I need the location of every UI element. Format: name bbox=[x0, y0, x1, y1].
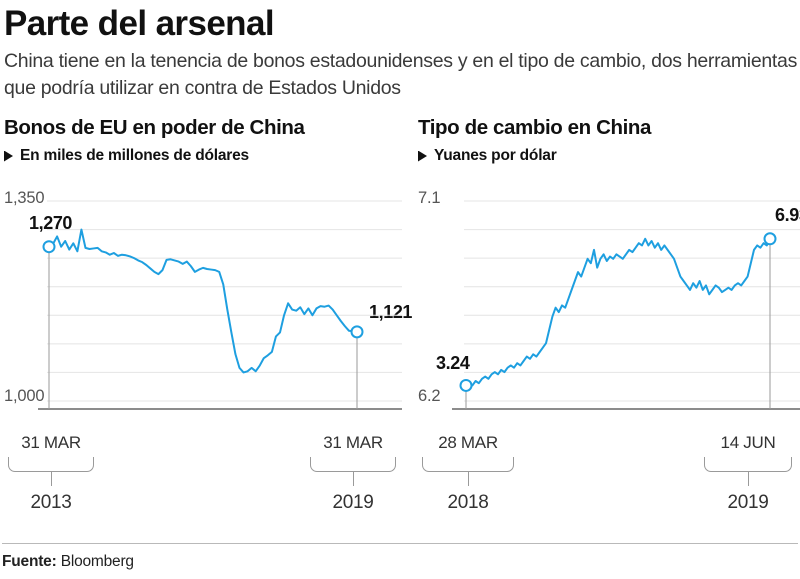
source-label: Fuente: bbox=[2, 553, 57, 570]
bracket-stem-start-fx bbox=[468, 471, 469, 486]
bracket-shape-end-fx bbox=[704, 457, 792, 486]
date-bracket-start-bonds: 31 MAR 2013 bbox=[8, 433, 94, 514]
year-label-start-bonds: 2013 bbox=[30, 492, 72, 513]
end-value-label-bonds: 1,121 bbox=[369, 301, 413, 322]
date-bracket-start-fx: 28 MAR 2018 bbox=[422, 433, 514, 514]
bracket-stem-end-bonds bbox=[353, 471, 354, 486]
bracket-stem-end-fx bbox=[748, 471, 749, 486]
plot-area-fx: 7.1 6.2 3.24 6.93 bbox=[400, 183, 800, 433]
plot-area-bonds: 1,350 1,000 1,270 1,121 bbox=[2, 183, 412, 433]
source-value: Bloomberg bbox=[60, 553, 134, 570]
chart-panel-bonds: Bonos de EU en poder de China En miles d… bbox=[2, 116, 412, 525]
charts-container: Bonos de EU en poder de China En miles d… bbox=[2, 116, 800, 525]
date-label-end-bonds: 31 MAR bbox=[323, 433, 383, 452]
line-chart-bonds bbox=[38, 200, 402, 410]
y-axis-top-label-fx: 7.1 bbox=[418, 189, 441, 207]
triangle-right-icon bbox=[4, 150, 13, 162]
date-label-end-fx: 14 JUN bbox=[720, 433, 776, 452]
start-value-label-fx: 3.24 bbox=[436, 353, 470, 374]
bracket-shape-start-fx bbox=[422, 457, 514, 486]
bracket-stem-start-bonds bbox=[51, 471, 52, 486]
x-axis-dates-fx: 28 MAR 2018 14 JUN 2019 bbox=[400, 433, 798, 525]
line-chart-fx bbox=[452, 200, 800, 410]
start-value-label-bonds: 1,270 bbox=[29, 212, 73, 233]
year-label-end-bonds: 2019 bbox=[332, 492, 374, 513]
page-subtitle: China tiene en la tenencia de bonos esta… bbox=[4, 50, 798, 99]
chart-subtitle-bonds: En miles de millones de dólares bbox=[4, 147, 400, 165]
y-axis-top-label-bonds: 1,350 bbox=[4, 189, 45, 207]
source-line: Fuente: Bloomberg bbox=[2, 553, 798, 571]
footer-divider bbox=[2, 543, 798, 544]
date-bracket-end-bonds: 31 MAR 2019 bbox=[310, 433, 396, 514]
bracket-shape-start-bonds bbox=[8, 457, 94, 486]
chart-subtitle-fx: Yuanes por dólar bbox=[418, 147, 798, 165]
year-label-end-fx: 2019 bbox=[727, 492, 769, 513]
date-label-start-fx: 28 MAR bbox=[438, 433, 498, 452]
footer: Fuente: Bloomberg bbox=[2, 543, 798, 571]
page-title: Parte del arsenal bbox=[4, 4, 275, 43]
triangle-right-icon bbox=[418, 150, 427, 162]
end-value-label-fx: 6.93 bbox=[775, 204, 800, 225]
year-label-start-fx: 2018 bbox=[447, 492, 489, 513]
chart-subtitle-bonds-label: En miles de millones de dólares bbox=[20, 147, 249, 164]
date-label-start-bonds: 31 MAR bbox=[21, 433, 81, 452]
infographic-page: Parte del arsenal China tiene en la tene… bbox=[0, 4, 800, 579]
chart-title-bonds: Bonos de EU en poder de China bbox=[4, 116, 305, 139]
chart-subtitle-fx-label: Yuanes por dólar bbox=[434, 147, 557, 164]
x-axis-dates-bonds: 31 MAR 2013 31 MAR 2019 bbox=[2, 433, 400, 525]
date-bracket-end-fx: 14 JUN 2019 bbox=[704, 433, 792, 514]
chart-title-fx: Tipo de cambio en China bbox=[418, 116, 652, 139]
y-axis-bottom-label-bonds: 1,000 bbox=[4, 387, 45, 405]
y-axis-bottom-label-fx: 6.2 bbox=[418, 387, 441, 405]
bracket-shape-end-bonds bbox=[310, 457, 396, 486]
chart-panel-fx: Tipo de cambio en China Yuanes por dólar… bbox=[400, 116, 800, 525]
